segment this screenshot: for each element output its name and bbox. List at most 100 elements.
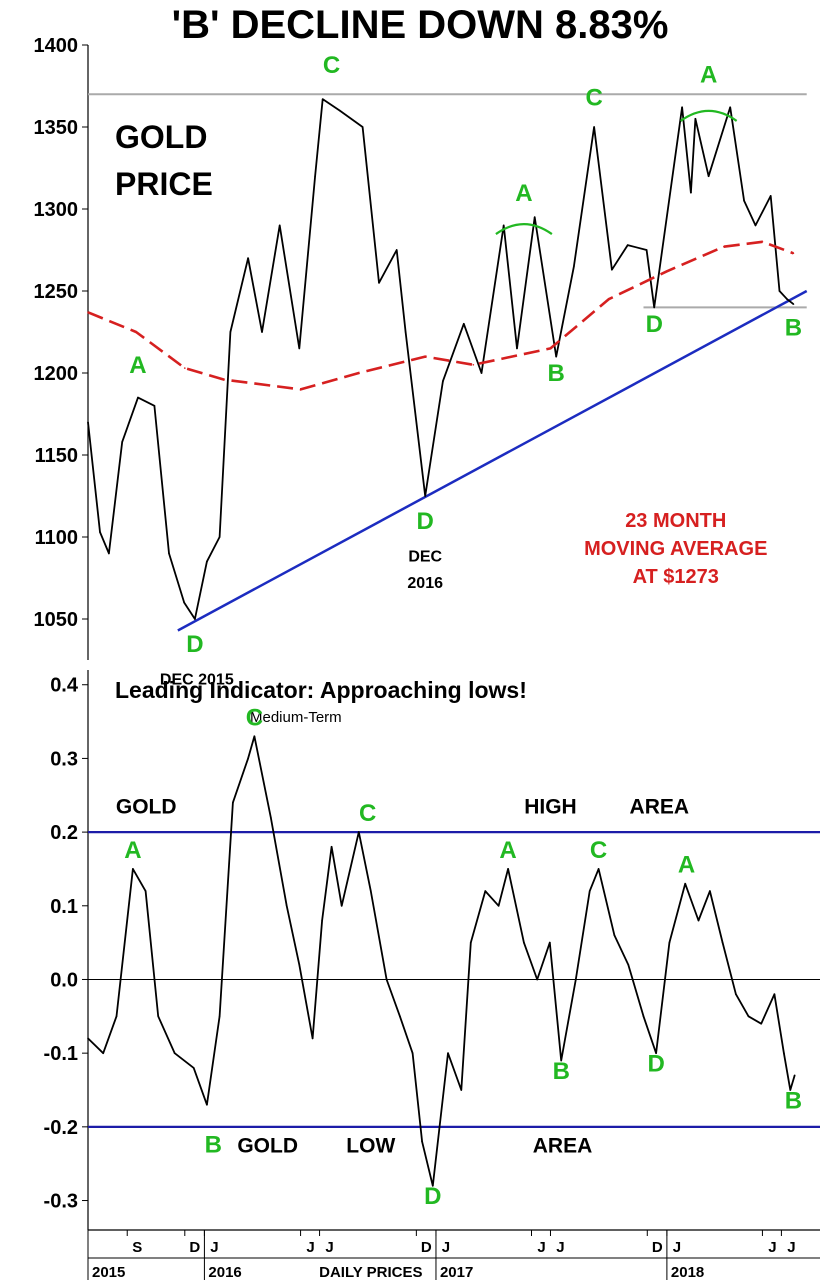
gold-price-point [533,216,536,218]
moving-average-point [549,347,552,350]
indicator-point [773,993,776,996]
wave-label: A [678,852,695,879]
indicator-point [484,890,487,892]
x-axis-center-label: DAILY PRICES [319,1264,422,1281]
gold-price-point [121,441,123,443]
year-label: 2015 [92,1264,125,1281]
indicator-point [536,978,538,981]
wave-label: A [129,352,146,379]
gold-price-point [754,224,757,227]
wave-label: C [246,704,263,731]
x-tick-label: J [210,1239,218,1256]
zone-label-bg [227,1130,308,1161]
gold-price-point [206,560,208,563]
y-tick-label: 0.4 [50,675,79,697]
indicator-point [173,1052,176,1054]
gold-price-point [99,531,101,533]
indicator-point [507,868,509,870]
gold-price-point [183,601,185,604]
gold-price-series [87,98,794,620]
gold-price-point [361,126,364,128]
indicator-point [721,941,724,944]
indicator-point [783,1052,785,1054]
wave-arc [495,223,553,235]
x-tick-label: S [132,1239,142,1256]
gold-price-point [786,298,788,301]
gold-price-point [653,306,656,309]
gold-price-point [778,290,781,292]
y-tick-label: 0.1 [50,896,78,918]
year-label: 2017 [440,1264,473,1281]
indicator-point [411,1052,414,1054]
x-tick-label: J [768,1239,776,1256]
x-tick-label: J [556,1239,564,1256]
indicator-point [218,1015,221,1018]
gold-price-point [218,536,221,538]
x-tick-label: J [325,1239,333,1256]
gold-price-point [378,282,380,284]
indicator-point [497,904,500,907]
indicator-point [321,919,323,922]
annotation-text: DEC [408,549,442,566]
indicator-point [192,1067,195,1069]
indicator-point [232,801,234,804]
wave-label: A [124,837,141,864]
gold-price-point [743,200,745,202]
indicator-point [793,1074,796,1077]
indicator-point [102,1052,104,1054]
gold-price-point [247,257,249,260]
indicator-point [399,1015,401,1018]
zone-label-bg [106,791,187,822]
gold-price-point [314,175,316,177]
gold-price-point [87,421,89,424]
y-tick-label: -0.1 [44,1043,78,1065]
gold-price-point [645,249,648,251]
y-tick-label: 0.0 [50,969,78,991]
wave-label: C [585,85,602,112]
indicator-point [144,890,147,892]
indicator-point [709,890,711,892]
indicator-point [298,963,301,966]
x-tick-label: J [787,1239,795,1256]
y-tick-label: -0.3 [44,1191,78,1213]
indicator-point [549,941,551,944]
panel-label-line2: PRICE [115,166,213,202]
moving-average-point [357,372,360,374]
gold-price-point [611,268,613,271]
y-tick-label: 1100 [35,527,78,549]
x-tick-label: J [537,1239,545,1256]
indicator-point [247,757,249,760]
x-tick-label: J [673,1239,681,1256]
wave-label: C [323,52,340,79]
gold-price-point [573,265,575,268]
indicator-point [760,1022,762,1025]
wave-label: B [785,1087,802,1114]
zone-label: AREA [630,796,690,819]
moving-average-point [472,364,475,366]
moving-average-point [135,331,137,333]
zone-label: HIGH [524,796,577,819]
moving-average-point [223,378,225,381]
indicator-point [523,941,525,944]
gold-price-point [681,106,683,109]
indicator-point [432,1184,434,1187]
gold-price-point [694,118,697,120]
indicator-point [747,1015,750,1018]
x-tick-label: D [421,1239,432,1256]
gold-price-point [278,224,281,227]
indicator-point [311,1037,314,1040]
x-tick-label: D [652,1239,663,1256]
gold-price-panel: 1050 1100 1150 1200 1250 1300 1350 1400 GOLD PRIC… [34,35,808,689]
gold-price-point [424,495,427,497]
gold-price-point [261,331,263,333]
indicator-point [421,1140,423,1143]
zone-label: LOW [346,1135,395,1158]
y-tick-label: 1050 [34,609,79,631]
annotation-text: 23 MONTH [625,510,726,532]
y-tick-label: -0.2 [44,1117,78,1139]
indicator-point [655,1052,657,1054]
indicator-point [684,882,687,885]
gold-price-point [194,618,196,620]
